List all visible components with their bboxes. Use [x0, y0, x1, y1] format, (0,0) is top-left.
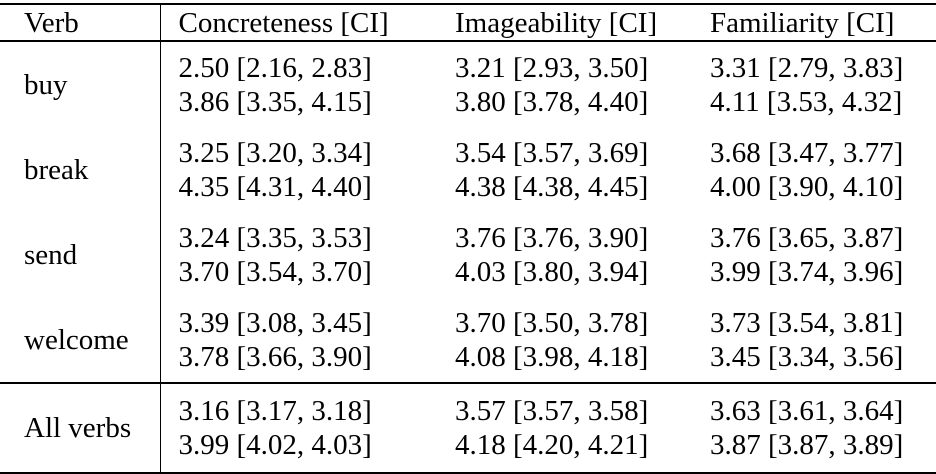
value-line: 3.54 [3.57, 3.69] — [455, 136, 649, 169]
verb-ratings-table: Verb Concreteness [CI] Imageability [CI]… — [0, 3, 936, 474]
value-line: 3.76 [3.65, 3.87] — [710, 221, 904, 254]
value-line: 3.45 [3.34, 3.56] — [710, 340, 904, 373]
value-line: 3.99 [4.02, 4.03] — [178, 429, 372, 461]
verb-label: send — [0, 212, 161, 297]
value-line: 3.76 [3.76, 3.90] — [455, 221, 649, 254]
header-row: Verb Concreteness [CI] Imageability [CI]… — [0, 4, 936, 42]
value-line: 4.18 [4.20, 4.21] — [455, 429, 649, 461]
value-line: 3.57 [3.57, 3.58] — [455, 395, 649, 427]
imageability-cell: 3.57 [3.57, 3.58] 4.18 [4.20, 4.21] — [437, 382, 692, 473]
value-line: 3.70 [3.54, 3.70] — [178, 255, 372, 288]
value-line: 3.99 [3.74, 3.96] — [710, 255, 904, 288]
concreteness-cell: 3.24 [3.35, 3.53] 3.70 [3.54, 3.70] — [160, 212, 437, 297]
concreteness-cell: 2.50 [2.16, 2.83] 3.86 [3.35, 4.15] — [160, 41, 437, 127]
table-row: buy 2.50 [2.16, 2.83] 3.86 [3.35, 4.15] … — [0, 41, 936, 127]
concreteness-cell: 3.25 [3.20, 3.34] 4.35 [4.31, 4.40] — [160, 127, 437, 212]
familiarity-cell: 3.68 [3.47, 3.77] 4.00 [3.90, 4.10] — [692, 127, 936, 212]
familiarity-cell: 3.63 [3.61, 3.64] 3.87 [3.87, 3.89] — [692, 382, 936, 473]
table-row: break 3.25 [3.20, 3.34] 4.35 [4.31, 4.40… — [0, 127, 936, 212]
verb-label: welcome — [0, 297, 161, 383]
value-line: 3.39 [3.08, 3.45] — [178, 306, 372, 339]
value-line: 3.78 [3.66, 3.90] — [178, 340, 372, 373]
value-line: 3.87 [3.87, 3.89] — [710, 429, 904, 461]
familiarity-cell: 3.31 [2.79, 3.83] 4.11 [3.53, 4.32] — [692, 41, 936, 127]
imageability-cell: 3.21 [2.93, 3.50] 3.80 [3.78, 4.40] — [437, 41, 692, 127]
value-line: 3.21 [2.93, 3.50] — [455, 51, 649, 84]
value-line: 3.25 [3.20, 3.34] — [178, 136, 372, 169]
imageability-cell: 3.76 [3.76, 3.90] 4.03 [3.80, 3.94] — [437, 212, 692, 297]
column-header-verb: Verb — [0, 4, 161, 42]
familiarity-cell: 3.73 [3.54, 3.81] 3.45 [3.34, 3.56] — [692, 297, 936, 383]
value-line: 4.00 [3.90, 4.10] — [710, 170, 904, 203]
value-line: 3.24 [3.35, 3.53] — [178, 221, 372, 254]
value-line: 3.31 [2.79, 3.83] — [710, 51, 904, 84]
table-row: send 3.24 [3.35, 3.53] 3.70 [3.54, 3.70]… — [0, 212, 936, 297]
value-line: 3.86 [3.35, 4.15] — [178, 85, 372, 118]
imageability-cell: 3.70 [3.50, 3.78] 4.08 [3.98, 4.18] — [437, 297, 692, 383]
value-line: 3.70 [3.50, 3.78] — [455, 306, 649, 339]
value-line: 3.68 [3.47, 3.77] — [710, 136, 904, 169]
value-line: 4.11 [3.53, 4.32] — [710, 85, 903, 118]
value-line: 3.16 [3.17, 3.18] — [178, 395, 372, 427]
value-line: 2.50 [2.16, 2.83] — [178, 51, 372, 84]
value-line: 4.03 [3.80, 3.94] — [455, 255, 649, 288]
value-line: 3.73 [3.54, 3.81] — [710, 306, 904, 339]
verb-label: All verbs — [0, 382, 161, 473]
column-header-concreteness: Concreteness [CI] — [160, 4, 437, 42]
concreteness-cell: 3.39 [3.08, 3.45] 3.78 [3.66, 3.90] — [160, 297, 437, 383]
value-line: 3.63 [3.61, 3.64] — [710, 395, 904, 427]
value-line: 3.80 [3.78, 4.40] — [455, 85, 649, 118]
verb-label: buy — [0, 41, 161, 127]
table-row: welcome 3.39 [3.08, 3.45] 3.78 [3.66, 3.… — [0, 297, 936, 383]
familiarity-cell: 3.76 [3.65, 3.87] 3.99 [3.74, 3.96] — [692, 212, 936, 297]
value-line: 4.08 [3.98, 4.18] — [455, 340, 649, 373]
concreteness-cell: 3.16 [3.17, 3.18] 3.99 [4.02, 4.03] — [160, 382, 437, 473]
verb-label: break — [0, 127, 161, 212]
column-header-imageability: Imageability [CI] — [437, 4, 692, 42]
value-line: 4.38 [4.38, 4.45] — [455, 170, 649, 203]
value-line: 4.35 [4.31, 4.40] — [178, 170, 372, 203]
column-header-familiarity: Familiarity [CI] — [692, 4, 936, 42]
summary-row: All verbs 3.16 [3.17, 3.18] 3.99 [4.02, … — [0, 382, 936, 473]
imageability-cell: 3.54 [3.57, 3.69] 4.38 [4.38, 4.45] — [437, 127, 692, 212]
